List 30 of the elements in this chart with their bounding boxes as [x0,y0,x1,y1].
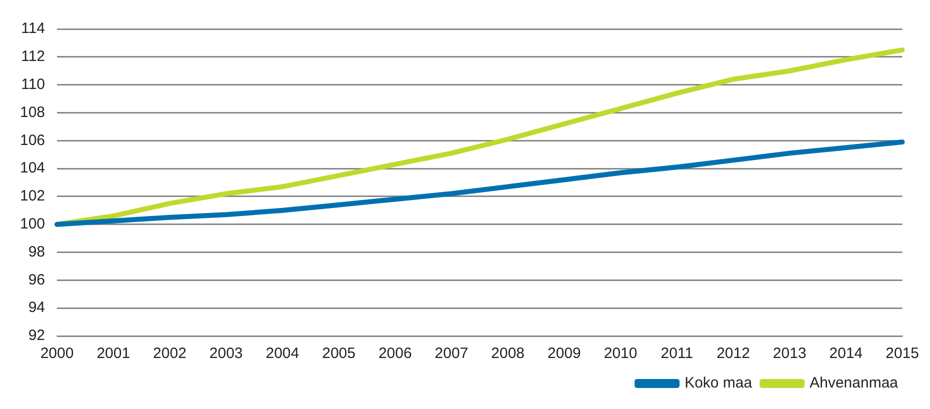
y-tick-label: 94 [28,299,46,316]
legend-label: Koko maa [684,374,753,392]
x-tick-label: 2007 [434,345,468,362]
x-tick-label: 2012 [716,345,750,362]
y-tick-label: 110 [21,76,46,93]
legend-label: Ahvenanmaa [810,374,899,392]
x-tick-label: 2008 [491,345,525,362]
x-tick-label: 2002 [153,345,186,362]
y-tick-label: 98 [28,243,46,260]
x-tick-label: 2001 [96,345,130,362]
y-tick-label: 112 [21,48,46,66]
x-tick-label: 2015 [886,345,920,362]
y-tick-label: 108 [20,104,46,121]
x-tick-label: 2000 [40,345,74,362]
y-tick-label: 104 [20,160,46,177]
y-tick-label: 92 [28,327,46,344]
x-tick-label: 2004 [266,345,300,362]
x-tick-label: 2011 [660,345,694,362]
y-tick-label: 100 [20,216,46,233]
y-tick-label: 96 [28,271,46,288]
y-tick-label: 114 [21,20,46,38]
y-tick-label: 102 [20,188,46,205]
x-tick-label: 2014 [829,345,863,362]
x-tick-label: 2006 [378,345,412,362]
x-tick-label: 2010 [604,345,638,362]
x-tick-label: 2003 [209,345,243,362]
x-tick-label: 2005 [322,345,356,362]
y-tick-label: 106 [20,132,46,149]
x-tick-label: 2009 [548,345,581,362]
x-tick-label: 2013 [772,345,806,362]
